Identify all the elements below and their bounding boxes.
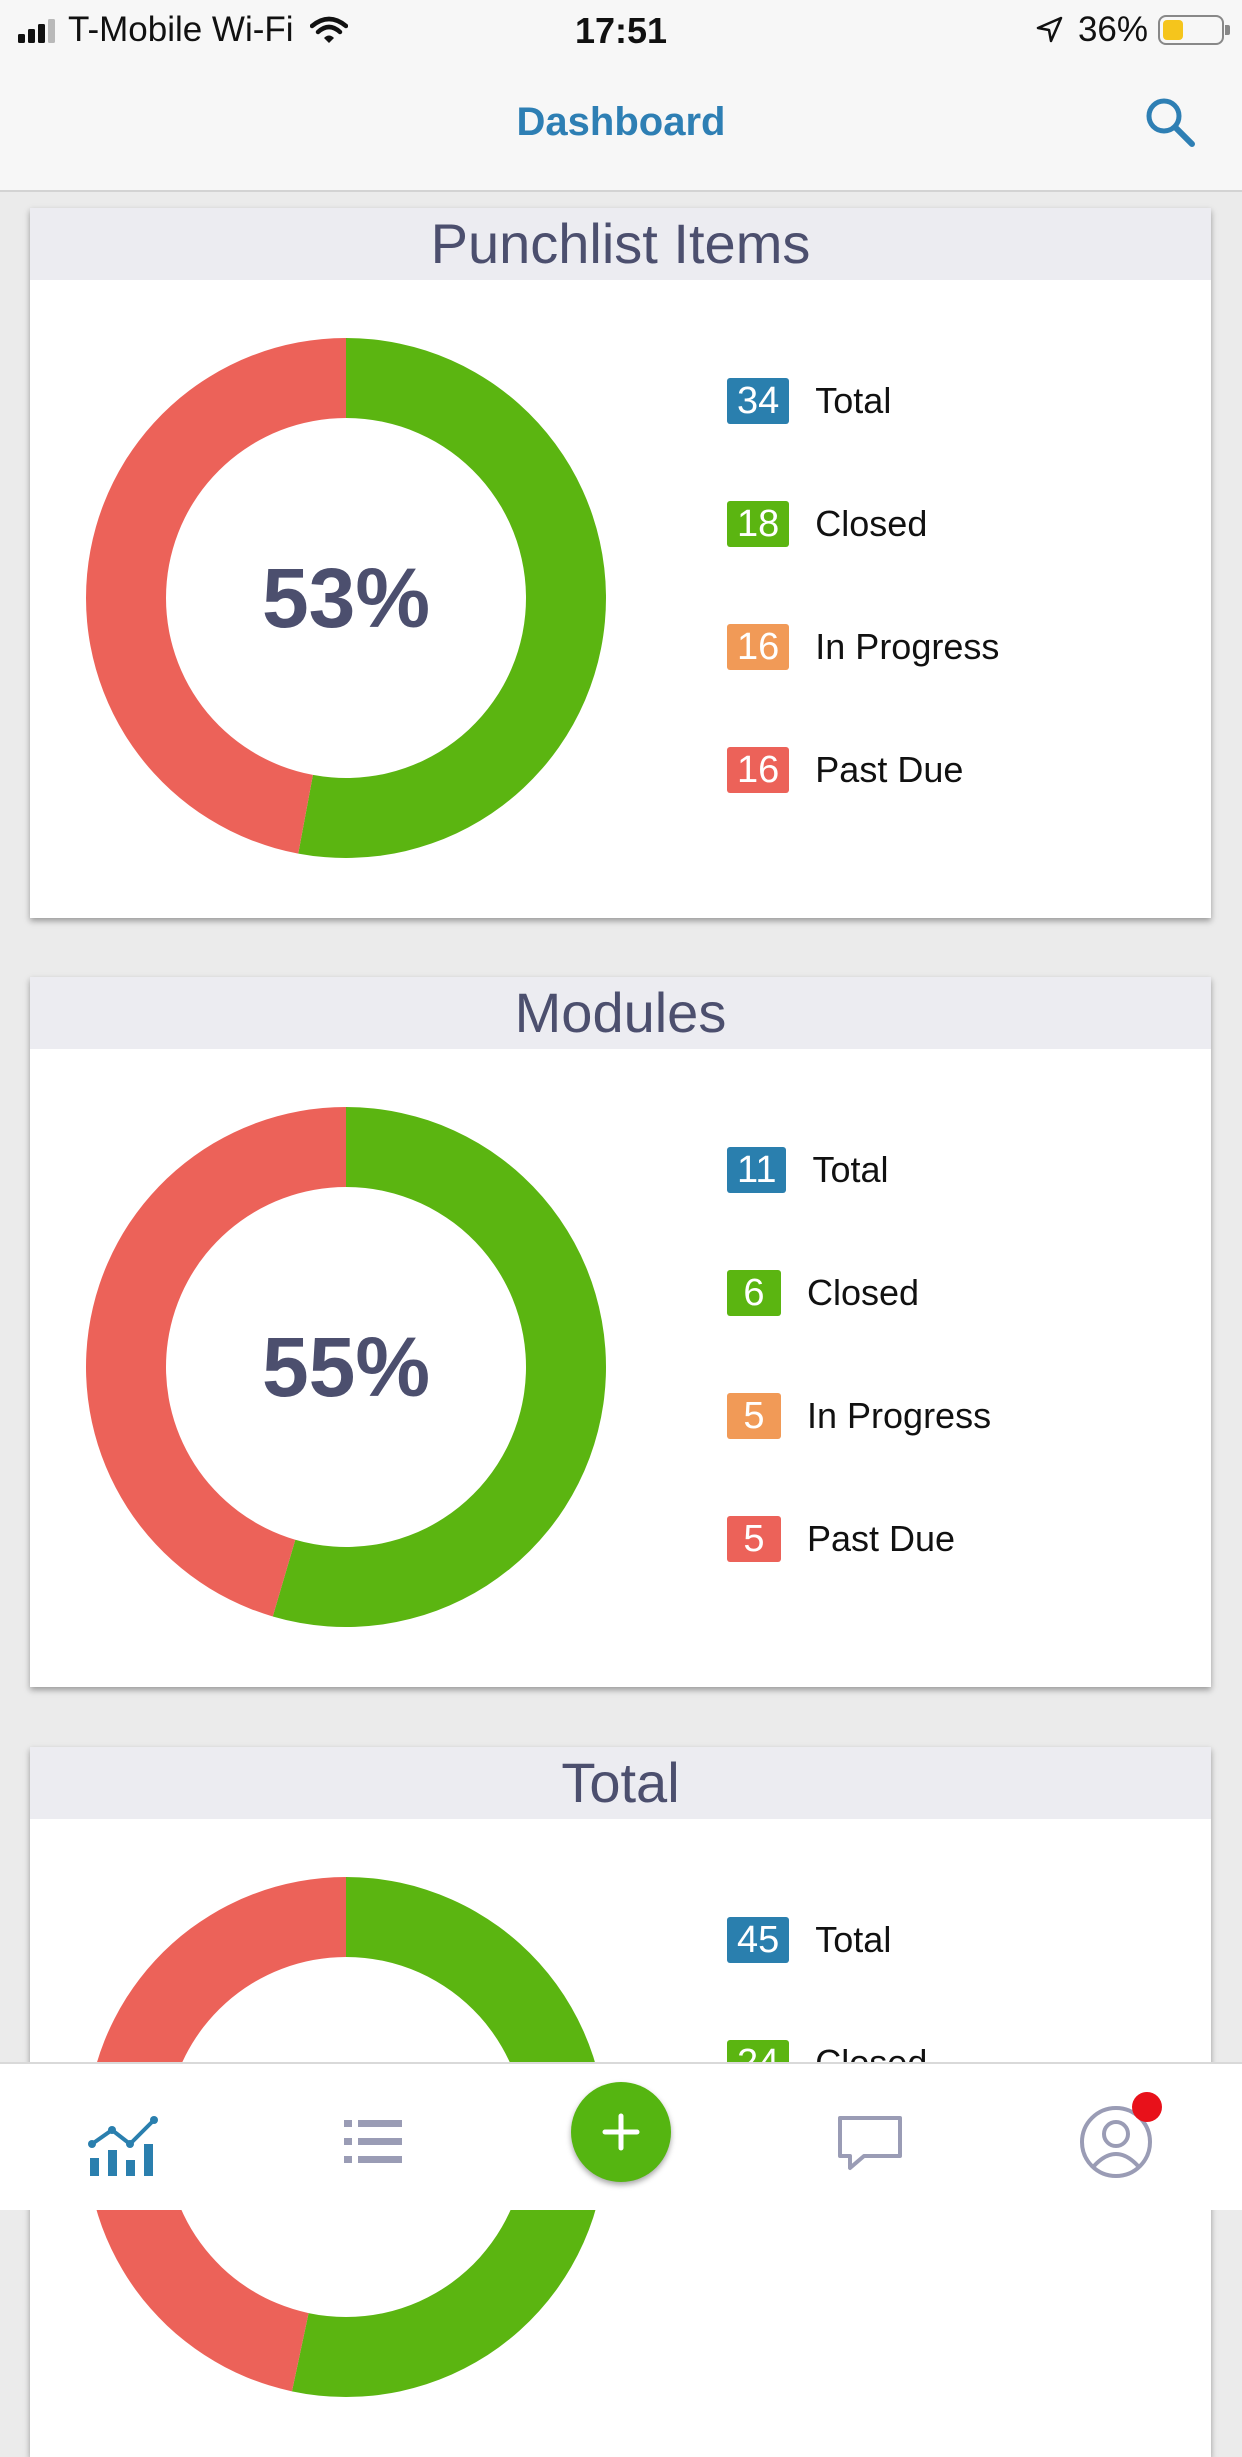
legend: 34 Total 18 Closed 16 In Progress 16 Pas…	[727, 378, 999, 870]
status-bar: T-Mobile Wi-Fi 17:51 36%	[0, 0, 1242, 64]
legend-item-total: 45 Total	[727, 1917, 927, 1963]
legend-label: Past Due	[815, 749, 964, 790]
closed-badge: 18	[727, 501, 790, 547]
legend-item-total: 11 Total	[727, 1147, 991, 1193]
legend-item-in-progress: 5 In Progress	[727, 1393, 991, 1439]
modules-donut-chart	[86, 1107, 606, 1627]
profile-icon[interactable]	[1078, 2104, 1154, 2180]
legend-item-closed: 18 Closed	[727, 501, 999, 547]
battery-percent: 36%	[1077, 10, 1148, 49]
closed-badge: 6	[727, 1270, 781, 1316]
legend: 11 Total 6 Closed 5 In Progress 5 Past D…	[727, 1147, 991, 1639]
wifi-icon	[309, 16, 348, 44]
in-progress-badge: 16	[727, 624, 790, 670]
battery-fill	[1163, 20, 1184, 40]
carrier-label: T-Mobile Wi-Fi	[68, 10, 294, 49]
legend-item-past-due: 16 Past Due	[727, 747, 999, 793]
legend-label: Past Due	[807, 1518, 956, 1559]
chat-icon[interactable]	[832, 2104, 908, 2180]
dashboard-icon[interactable]	[86, 2104, 162, 2180]
card-title: Modules	[30, 977, 1211, 1049]
total-badge: 11	[727, 1147, 787, 1193]
location-arrow-icon	[1034, 15, 1064, 45]
legend-label: In Progress	[815, 626, 1000, 667]
add-icon	[602, 2113, 640, 2151]
signal-icon	[18, 17, 58, 43]
completion-percent: 55%	[261, 1319, 431, 1414]
tab-bar	[0, 2062, 1242, 2210]
total-badge: 45	[727, 1917, 790, 1963]
battery-icon	[1158, 15, 1230, 45]
legend-label: Total	[812, 1149, 889, 1190]
legend-item-closed: 6 Closed	[727, 1270, 991, 1316]
legend-label: Closed	[807, 1272, 920, 1313]
past-due-badge: 5	[727, 1516, 781, 1562]
modules-card[interactable]: Modules 55% 11 Total 6 Closed 5 In Progr…	[30, 977, 1211, 1687]
punchlist-items-card[interactable]: Punchlist Items 53% 34 Total 18 Closed 1…	[30, 208, 1211, 918]
legend-label: Total	[815, 1919, 892, 1960]
card-title: Total	[30, 1747, 1211, 1819]
list-icon[interactable]	[336, 2104, 412, 2180]
total-badge: 34	[727, 378, 790, 424]
clock: 17:51	[574, 10, 668, 51]
notification-badge	[1132, 2092, 1162, 2122]
navigation-bar: Dashboard	[0, 64, 1242, 192]
donut-slice-closed	[272, 1107, 606, 1627]
donut-slice-open	[86, 338, 346, 854]
page-title: Dashboard	[516, 100, 726, 144]
add-button[interactable]	[571, 2082, 671, 2182]
search-icon[interactable]	[1142, 94, 1198, 150]
legend-label: Closed	[815, 503, 928, 544]
donut-slice-closed	[298, 338, 606, 858]
past-due-badge: 16	[727, 747, 790, 793]
legend-item-past-due: 5 Past Due	[727, 1516, 991, 1562]
legend-item-total: 34 Total	[727, 378, 999, 424]
legend-label: In Progress	[807, 1395, 992, 1436]
legend-label: Total	[815, 380, 892, 421]
in-progress-badge: 5	[727, 1393, 781, 1439]
card-title: Punchlist Items	[30, 208, 1211, 280]
completion-percent: 53%	[261, 550, 431, 645]
donut-slice-open	[86, 1107, 347, 1617]
punchlist-donut-chart	[86, 338, 606, 858]
legend-item-in-progress: 16 In Progress	[727, 624, 999, 670]
